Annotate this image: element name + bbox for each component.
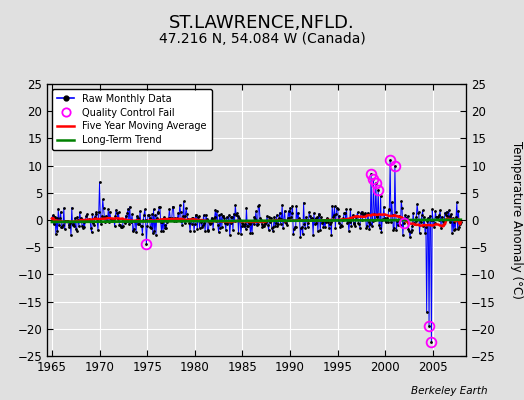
Y-axis label: Temperature Anomaly (°C): Temperature Anomaly (°C): [510, 141, 523, 299]
Text: 47.216 N, 54.084 W (Canada): 47.216 N, 54.084 W (Canada): [159, 32, 365, 46]
Text: ST.LAWRENCE,NFLD.: ST.LAWRENCE,NFLD.: [169, 14, 355, 32]
Text: Berkeley Earth: Berkeley Earth: [411, 386, 487, 396]
Legend: Raw Monthly Data, Quality Control Fail, Five Year Moving Average, Long-Term Tren: Raw Monthly Data, Quality Control Fail, …: [52, 89, 212, 150]
